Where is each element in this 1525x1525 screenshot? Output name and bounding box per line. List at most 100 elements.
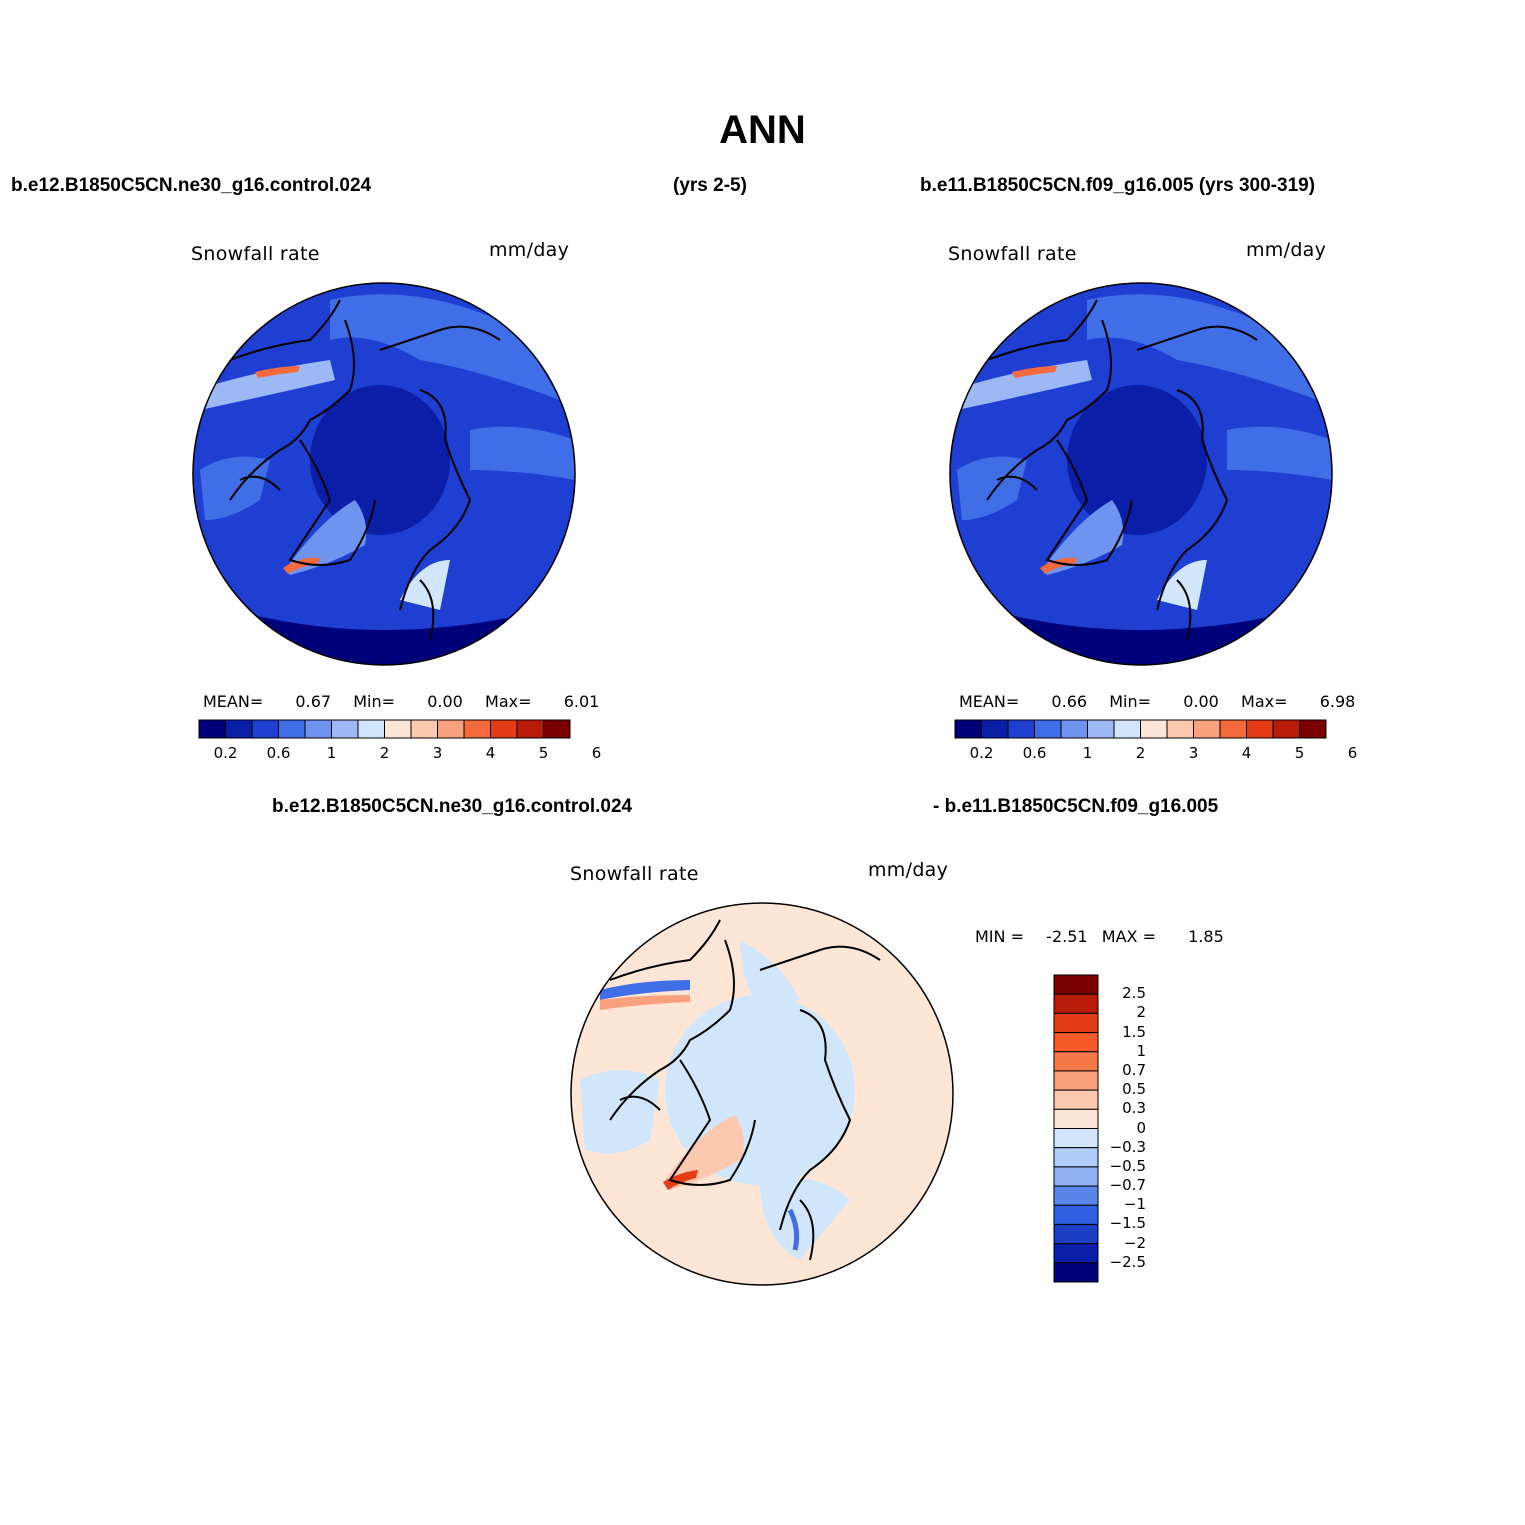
colorbar-swatch	[1060, 719, 1088, 739]
panel1-polar-map	[192, 282, 576, 666]
colorbar-swatch	[278, 719, 306, 739]
colorbar-swatch	[410, 719, 438, 739]
diff-coastlines	[609, 919, 881, 1261]
colorbar-swatch	[1053, 1051, 1099, 1072]
colorbar-tick-label: −2	[1123, 1233, 1146, 1252]
panel2-stats: MEAN= 0.66 Min= 0.00 Max= 6.98	[959, 692, 1355, 711]
colorbar-tick-label: 3	[432, 744, 443, 762]
colorbar-swatch	[1219, 719, 1247, 739]
colorbar-swatch	[1053, 1243, 1099, 1264]
colorbar-tick-label: 1	[1136, 1041, 1146, 1060]
diff-units-label: mm/day	[868, 859, 949, 881]
colorbar-tick-label: 4	[485, 744, 496, 762]
colorbar-swatch	[1246, 719, 1274, 739]
colorbar-swatch	[1034, 719, 1062, 739]
plot-title: ANN	[719, 108, 806, 152]
colorbar-swatch	[1053, 1070, 1099, 1091]
colorbar-tick-label: 6	[591, 744, 602, 762]
diff-stats: MIN = -2.51 MAX = 1.85	[975, 927, 1224, 946]
panel2-coastlines	[986, 299, 1258, 641]
diff-case1-name: b.e12.B1850C5CN.ne30_g16.control.024	[272, 796, 633, 817]
colorbar-swatch	[1053, 1128, 1099, 1149]
colorbar-tick-label: 2.5	[1122, 984, 1146, 1003]
colorbar-swatch	[1053, 1223, 1099, 1245]
colorbar-tick-label: 0.2	[969, 744, 994, 762]
colorbar-swatch	[1140, 719, 1168, 739]
colorbar-swatch	[331, 719, 359, 739]
min-label: MIN =	[975, 927, 1024, 946]
colorbar-swatch	[1053, 1032, 1099, 1053]
mean-label: MEAN=	[203, 692, 264, 711]
colorbar-swatch	[543, 719, 571, 739]
colorbar-tick-label: −2.5	[1109, 1252, 1146, 1271]
colorbar-tick-label: 2	[1136, 1003, 1146, 1022]
max-label: Max=	[1241, 692, 1288, 711]
colorbar-tick-label: −0.5	[1109, 1156, 1146, 1175]
colorbar-swatch	[1007, 719, 1035, 739]
colorbar-swatch	[304, 719, 332, 739]
colorbar-swatch	[357, 719, 385, 739]
case1-years: (yrs 2-5)	[673, 175, 747, 196]
colorbar-tick-label: 0.2	[213, 744, 238, 762]
colorbar-tick-label: −1	[1123, 1195, 1146, 1214]
colorbar-swatch	[1053, 1147, 1099, 1168]
colorbar-swatch	[516, 719, 544, 739]
colorbar-tick-label: 1	[1082, 744, 1093, 762]
mean-label: MEAN=	[959, 692, 1020, 711]
colorbar-tick-label: 5	[538, 744, 549, 762]
mean-value: 0.66	[1051, 692, 1088, 711]
panel1-colorbar	[198, 719, 571, 739]
colorbar-tick-label: 0.3	[1122, 1099, 1146, 1118]
colorbar-tick-label: 2	[379, 744, 390, 762]
colorbar-swatch	[251, 719, 279, 739]
colorbar-swatch	[198, 719, 226, 739]
diff-case2-name: - b.e11.B1850C5CN.f09_g16.005	[933, 796, 1219, 817]
panel2-polar-map	[949, 282, 1333, 666]
min-label: Min=	[353, 692, 396, 711]
colorbar-swatch	[1087, 719, 1115, 739]
colorbar-swatch	[463, 719, 491, 739]
colorbar-swatch	[1053, 974, 1099, 995]
colorbar-tick-label: 6	[1347, 744, 1358, 762]
panel1-stats: MEAN= 0.67 Min= 0.00 Max= 6.01	[203, 692, 599, 711]
min-value: 0.00	[427, 692, 463, 711]
colorbar-tick-label: 4	[1241, 744, 1252, 762]
colorbar-tick-label: 0.5	[1122, 1080, 1146, 1099]
colorbar-tick-label: 3	[1188, 744, 1199, 762]
colorbar-tick-label: 1.5	[1122, 1022, 1146, 1041]
colorbar-swatch	[437, 719, 465, 739]
min-value: 0.00	[1183, 692, 1219, 711]
colorbar-swatch	[1053, 1108, 1099, 1129]
colorbar-tick-label: −0.3	[1109, 1137, 1146, 1156]
colorbar-tick-label: 0.6	[266, 744, 291, 762]
colorbar-swatch	[225, 719, 253, 739]
diff-polar-map	[570, 902, 954, 1286]
colorbar-tick-label: 0.6	[1022, 744, 1047, 762]
case2-name: b.e11.B1850C5CN.f09_g16.005 (yrs 300-319…	[920, 175, 1316, 196]
colorbar-tick-label: 0.7	[1122, 1060, 1146, 1079]
colorbar-swatch	[384, 719, 412, 739]
min-label: Min=	[1109, 692, 1152, 711]
panel2-units-label: mm/day	[1246, 239, 1327, 261]
colorbar-swatch	[1053, 1012, 1099, 1034]
max-value: 6.01	[563, 692, 600, 711]
colorbar-tick-label: 0	[1136, 1118, 1146, 1137]
diff-colorbar	[1053, 974, 1099, 1283]
max-value: 1.85	[1188, 927, 1224, 946]
case1-name: b.e12.B1850C5CN.ne30_g16.control.024	[11, 175, 372, 196]
colorbar-swatch	[490, 719, 518, 739]
max-value: 6.98	[1319, 692, 1356, 711]
min-value: -2.51	[1046, 927, 1088, 946]
max-label: MAX =	[1101, 927, 1156, 946]
panel1-coastlines	[229, 299, 501, 641]
colorbar-swatch	[1299, 719, 1327, 739]
panel2-colorbar	[954, 719, 1327, 739]
colorbar-swatch	[981, 719, 1009, 739]
colorbar-swatch	[1053, 1262, 1099, 1283]
colorbar-swatch	[1053, 1089, 1099, 1110]
colorbar-tick-label: 5	[1294, 744, 1305, 762]
colorbar-swatch	[1272, 719, 1300, 739]
panel1-variable-label: Snowfall rate	[191, 243, 320, 265]
mean-value: 0.67	[295, 692, 332, 711]
